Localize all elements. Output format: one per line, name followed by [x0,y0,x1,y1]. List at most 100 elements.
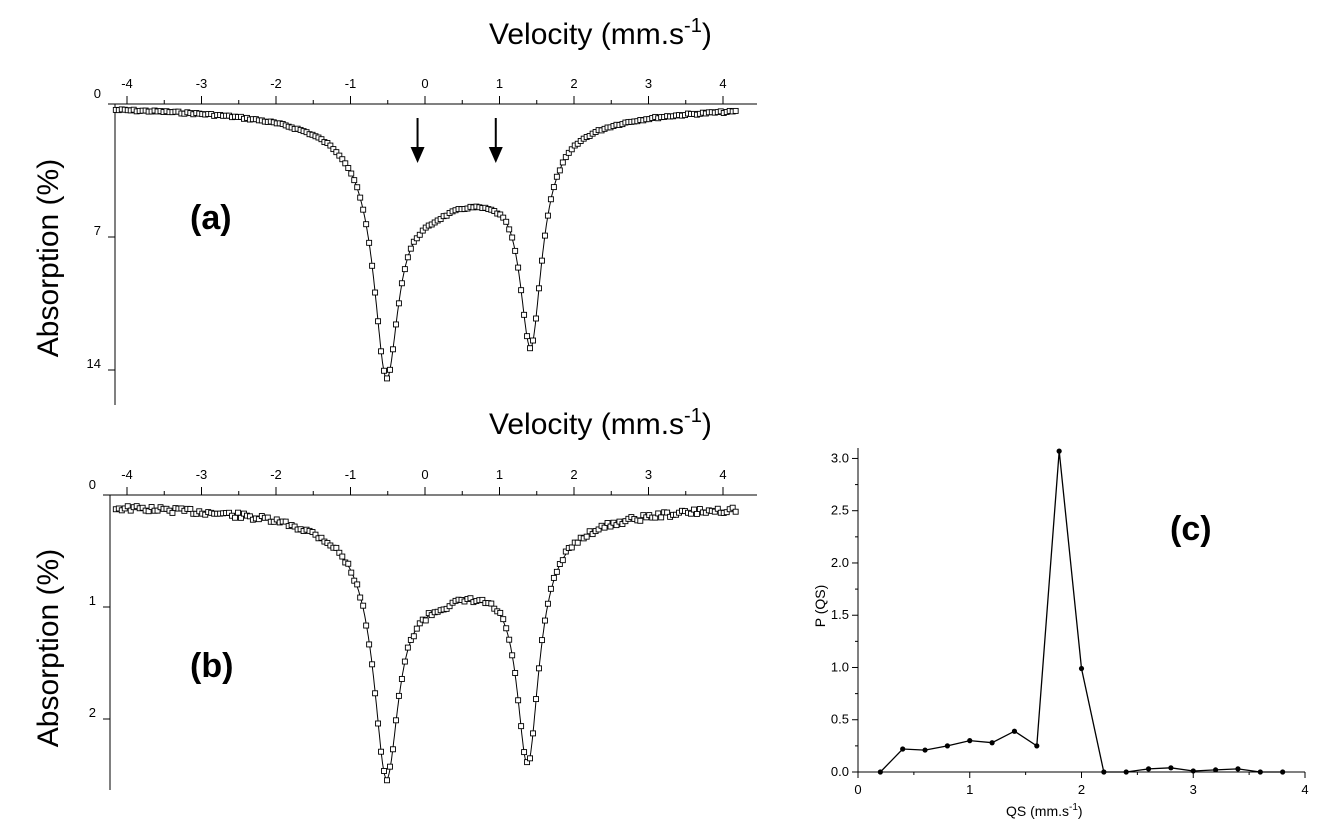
velocity-axis-title-b: Velocity (mm.s-1) [489,405,712,441]
data-point [568,146,575,153]
data-point [327,142,334,149]
data-point [500,214,507,221]
data-point [148,504,155,510]
data-point [515,697,522,704]
data-point [416,620,423,627]
data-point [354,581,361,588]
data-point [589,531,596,538]
data-point [401,658,408,665]
data-point [378,748,384,755]
data-point [398,676,405,682]
velocity-tick-label: 3 [645,467,652,482]
data-point [145,508,152,515]
data-point [530,337,536,344]
data-point [398,280,405,287]
data-point [336,549,343,556]
data-point [375,720,382,727]
data-point [506,226,513,233]
data-point [404,644,411,651]
pqs-series-line [879,451,1283,773]
data-point [497,609,504,616]
pqs-data-point [1034,743,1040,749]
qs-tick-label: 0 [854,782,861,797]
data-point [539,257,545,264]
velocity-tick-label: -4 [121,76,133,91]
data-point [574,539,581,546]
pqs-tick-label: 0.5 [831,712,849,727]
data-point [330,146,337,153]
data-point [613,522,620,529]
data-point [372,690,379,697]
data-point [515,264,522,271]
arrow-head [410,147,425,163]
pqs-data-point [1078,665,1085,672]
data-point [369,262,376,269]
data-point [652,514,659,521]
data-point [655,510,662,517]
data-point [559,557,566,564]
data-point [559,159,566,166]
data-point [395,300,402,307]
data-point [565,149,572,156]
data-point [503,218,510,225]
data-point [375,318,382,325]
velocity-tick-label: -2 [270,467,282,482]
qs-tick-label: 1 [966,782,973,797]
pqs-tick-label: 2.0 [831,555,849,570]
pqs-data-point [1168,765,1174,771]
data-point [562,548,569,555]
data-point [348,170,355,177]
data-point [264,514,271,521]
data-point [342,160,349,167]
data-point [583,533,590,540]
data-point [339,156,346,163]
data-point [658,514,665,521]
qs-distribution-panel-c: QS (mm.s-1) P (QS) (c) 0 1 2 3 4 0.0 0.5 1.0 1.5… [812,448,1309,819]
data-point [404,254,411,261]
data-point [407,245,414,252]
data-point [553,568,560,575]
data-point [527,345,533,352]
data-point [381,367,387,374]
data-point [232,514,238,521]
data-point [273,516,280,523]
pqs-data-point [1235,766,1241,772]
pqs-data-point [1213,767,1219,773]
pqs-tick-label: 1.5 [831,607,849,622]
data-point [732,508,739,515]
data-point [312,531,319,538]
data-point [392,717,399,724]
data-point [410,238,417,245]
data-point [544,600,551,607]
data-point [536,665,542,672]
data-point [729,504,736,511]
data-point [553,173,560,180]
data-point [387,366,393,373]
data-point [366,239,373,246]
data-point [595,526,602,533]
velocity-tick-label: -1 [345,467,357,482]
absorption-tick-label: 7 [94,223,101,238]
data-point [601,524,608,531]
pqs-tick-label: 0.0 [831,764,849,779]
data-point [547,196,554,203]
data-point [539,637,545,644]
pqs-data-point [1123,769,1129,775]
data-point [693,510,700,517]
absorption-tick-label: 14 [87,356,101,371]
pqs-data-point [944,743,951,749]
pqs-data-point [1190,768,1196,774]
data-point [533,696,539,703]
data-point [366,641,373,648]
velocity-tick-label: 4 [719,76,726,91]
absorption-tick-label: 2 [89,705,96,720]
velocity-tick-label: 2 [570,467,577,482]
absorption-tick-label: 1 [89,593,96,608]
pqs-data-point [1056,448,1062,454]
pqs-data-point [967,738,973,744]
absorption-tick-label: 0 [94,86,101,101]
data-point [333,544,340,551]
data-point [524,759,531,766]
data-point [524,333,531,340]
data-point [235,509,241,516]
